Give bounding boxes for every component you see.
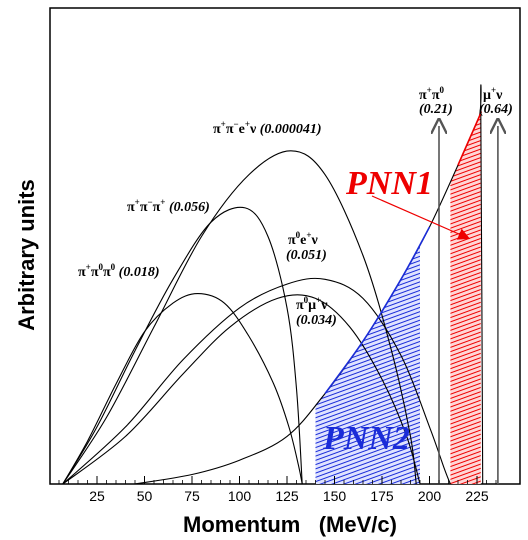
label-pi0-mu-nu: π0μ+ν — [296, 295, 328, 313]
pnn2-region — [315, 244, 420, 484]
plot-frame — [49, 7, 521, 485]
curve-2 — [62, 206, 303, 485]
label-pi-pim-e-nu: π+π−e+ν (0.000041) — [213, 119, 322, 137]
curve-3 — [62, 150, 417, 485]
x-tick-label: 25 — [89, 488, 105, 504]
label-pi-pim-pip: π+π−π+ (0.056) — [127, 197, 210, 215]
pnn-spectrum-blue-segment — [324, 226, 431, 395]
curve-4 — [62, 277, 451, 485]
x-tick-label: 50 — [137, 488, 153, 504]
x-tick-label: 125 — [275, 488, 299, 504]
label-pi-pi0: π+π0 — [419, 85, 444, 103]
pnn1-region — [450, 112, 481, 484]
x-ticks: 25 50 75 100 125 150 175 200 225 — [58, 476, 497, 504]
curve-1 — [62, 293, 303, 485]
label-mu-nu-br: (0.64) — [479, 102, 513, 117]
pnn1-pointer-arrow — [371, 195, 471, 240]
two-body-arrows — [439, 126, 498, 484]
x-tick-label: 75 — [184, 488, 200, 504]
curve-6 — [134, 84, 484, 485]
pnn1-label: PNN1 — [345, 165, 433, 202]
label-mu-nu: μ+ν — [483, 85, 503, 103]
pnn2-label: PNN2 — [322, 420, 410, 457]
label-pi-pi0-pi0: π+π0π0 (0.018) — [78, 262, 159, 280]
label-pi0-e-nu: π0e+ν — [288, 230, 319, 248]
x-tick-label: 100 — [228, 488, 252, 504]
x-tick-label: 175 — [370, 488, 394, 504]
x-tick-label: 150 — [323, 488, 347, 504]
label-pi0-e-nu-br: (0.051) — [286, 248, 327, 263]
y-axis-title: Arbitrary units — [14, 179, 39, 331]
x-tick-label: 200 — [418, 488, 442, 504]
x-axis-title: Momentum (MeV/c) — [183, 512, 397, 537]
shaded-regions — [315, 112, 481, 484]
curve-5 — [62, 294, 421, 485]
label-pi-pi0-br: (0.21) — [419, 102, 453, 117]
x-tick-label: 225 — [465, 488, 489, 504]
label-pi0-mu-nu-br: (0.034) — [296, 313, 337, 328]
curves — [62, 84, 484, 485]
